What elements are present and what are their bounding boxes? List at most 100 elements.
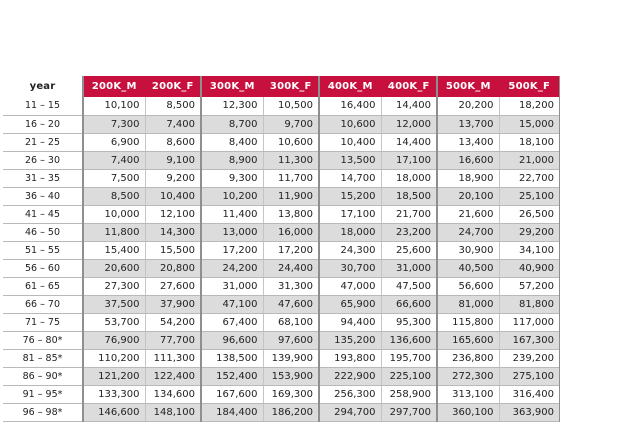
value-cell: 316,400 <box>498 385 559 404</box>
value-cell: 313,100 <box>436 385 499 404</box>
year-range-cell: 41 – 45 <box>3 205 83 224</box>
value-cell: 23,200 <box>380 223 437 242</box>
value-cell: 18,200 <box>498 97 559 116</box>
value-cell: 15,400 <box>82 241 145 260</box>
value-cell: 13,000 <box>200 223 263 242</box>
value-cell: 24,400 <box>262 259 319 278</box>
value-cell: 14,400 <box>380 133 437 152</box>
value-cell: 21,600 <box>436 205 499 224</box>
value-cell: 275,100 <box>498 367 559 386</box>
value-cell: 76,900 <box>82 331 145 350</box>
value-cell: 139,900 <box>262 349 319 368</box>
table-row: 76 – 80* 76,900 77,700 96,600 97,600 135,200 1… <box>3 331 559 350</box>
column-header-400k-f: 400K_F <box>380 76 437 97</box>
value-cell: 24,300 <box>318 241 381 260</box>
value-cell: 17,100 <box>318 205 381 224</box>
value-cell: 40,500 <box>436 259 499 278</box>
value-cell: 17,200 <box>262 241 319 260</box>
header-row: year 200K_M 200K_F 300K_M 300K_F 400K_M … <box>3 76 559 97</box>
value-cell: 17,100 <box>380 151 437 170</box>
value-cell: 195,700 <box>380 349 437 368</box>
table-row: 96 – 98* 146,600 148,100 184,400 186,200 294,… <box>3 403 559 422</box>
value-cell: 16,600 <box>436 151 499 170</box>
value-cell: 115,800 <box>436 313 499 332</box>
value-cell: 37,900 <box>144 295 201 314</box>
column-header-year: year <box>3 76 83 97</box>
value-cell: 17,200 <box>200 241 263 260</box>
value-cell: 67,400 <box>200 313 263 332</box>
year-range-cell: 36 – 40 <box>3 187 83 206</box>
rate-table-frame: year 200K_M 200K_F 300K_M 300K_F 400K_M … <box>3 76 560 422</box>
year-range-cell: 71 – 75 <box>3 313 83 332</box>
value-cell: 13,700 <box>436 115 499 134</box>
value-cell: 10,100 <box>82 97 145 116</box>
year-range-cell: 96 – 98* <box>3 403 83 422</box>
value-cell: 18,500 <box>380 187 437 206</box>
value-cell: 22,700 <box>498 169 559 188</box>
table-row: 66 – 70 37,500 37,900 47,100 47,600 65,900 66,… <box>3 295 559 314</box>
value-cell: 18,000 <box>318 223 381 242</box>
value-cell: 297,700 <box>380 403 437 422</box>
value-cell: 24,200 <box>200 259 263 278</box>
value-cell: 225,100 <box>380 367 437 386</box>
value-cell: 37,500 <box>82 295 145 314</box>
year-range-cell: 21 – 25 <box>3 133 83 152</box>
value-cell: 153,900 <box>262 367 319 386</box>
value-cell: 81,800 <box>498 295 559 314</box>
value-cell: 12,000 <box>380 115 437 134</box>
value-cell: 96,600 <box>200 331 263 350</box>
value-cell: 239,200 <box>498 349 559 368</box>
value-cell: 10,200 <box>200 187 263 206</box>
year-range-cell: 16 – 20 <box>3 115 83 134</box>
value-cell: 8,700 <box>200 115 263 134</box>
value-cell: 18,900 <box>436 169 499 188</box>
value-cell: 135,200 <box>318 331 381 350</box>
value-cell: 25,600 <box>380 241 437 260</box>
value-cell: 148,100 <box>144 403 201 422</box>
value-cell: 10,600 <box>262 133 319 152</box>
value-cell: 57,200 <box>498 277 559 296</box>
value-cell: 15,500 <box>144 241 201 260</box>
value-cell: 15,200 <box>318 187 381 206</box>
year-range-cell: 51 – 55 <box>3 241 83 260</box>
value-cell: 165,600 <box>436 331 499 350</box>
value-cell: 167,300 <box>498 331 559 350</box>
value-cell: 8,900 <box>200 151 263 170</box>
year-range-cell: 26 – 30 <box>3 151 83 170</box>
value-cell: 7,500 <box>82 169 145 188</box>
table-row: 86 – 90* 121,200 122,400 152,400 153,900 222,… <box>3 367 559 386</box>
value-cell: 11,700 <box>262 169 319 188</box>
table-body: 11 – 15 10,100 8,500 12,300 10,500 16,400 14,4… <box>3 97 559 422</box>
value-cell: 31,000 <box>200 277 263 296</box>
table-row: 71 – 75 53,700 54,200 67,400 68,100 94,400 95,… <box>3 313 559 332</box>
value-cell: 256,300 <box>318 385 381 404</box>
year-range-cell: 66 – 70 <box>3 295 83 314</box>
value-cell: 10,500 <box>262 97 319 116</box>
value-cell: 134,600 <box>144 385 201 404</box>
column-header-200k-f: 200K_F <box>144 76 201 97</box>
value-cell: 18,100 <box>498 133 559 152</box>
value-cell: 152,400 <box>200 367 263 386</box>
value-cell: 16,000 <box>262 223 319 242</box>
value-cell: 77,700 <box>144 331 201 350</box>
value-cell: 31,300 <box>262 277 319 296</box>
year-range-cell: 86 – 90* <box>3 367 83 386</box>
value-cell: 111,300 <box>144 349 201 368</box>
table-row: 81 – 85* 110,200 111,300 138,500 139,900 193,… <box>3 349 559 368</box>
year-range-cell: 11 – 15 <box>3 97 83 116</box>
value-cell: 27,600 <box>144 277 201 296</box>
value-cell: 363,900 <box>498 403 559 422</box>
value-cell: 81,000 <box>436 295 499 314</box>
value-cell: 30,700 <box>318 259 381 278</box>
value-cell: 193,800 <box>318 349 381 368</box>
table-row: 26 – 30 7,400 9,100 8,900 11,300 13,500 17,100… <box>3 151 559 170</box>
value-cell: 138,500 <box>200 349 263 368</box>
value-cell: 68,100 <box>262 313 319 332</box>
value-cell: 11,300 <box>262 151 319 170</box>
value-cell: 13,500 <box>318 151 381 170</box>
value-cell: 40,900 <box>498 259 559 278</box>
value-cell: 16,400 <box>318 97 381 116</box>
value-cell: 10,000 <box>82 205 145 224</box>
value-cell: 47,000 <box>318 277 381 296</box>
value-cell: 29,200 <box>498 223 559 242</box>
